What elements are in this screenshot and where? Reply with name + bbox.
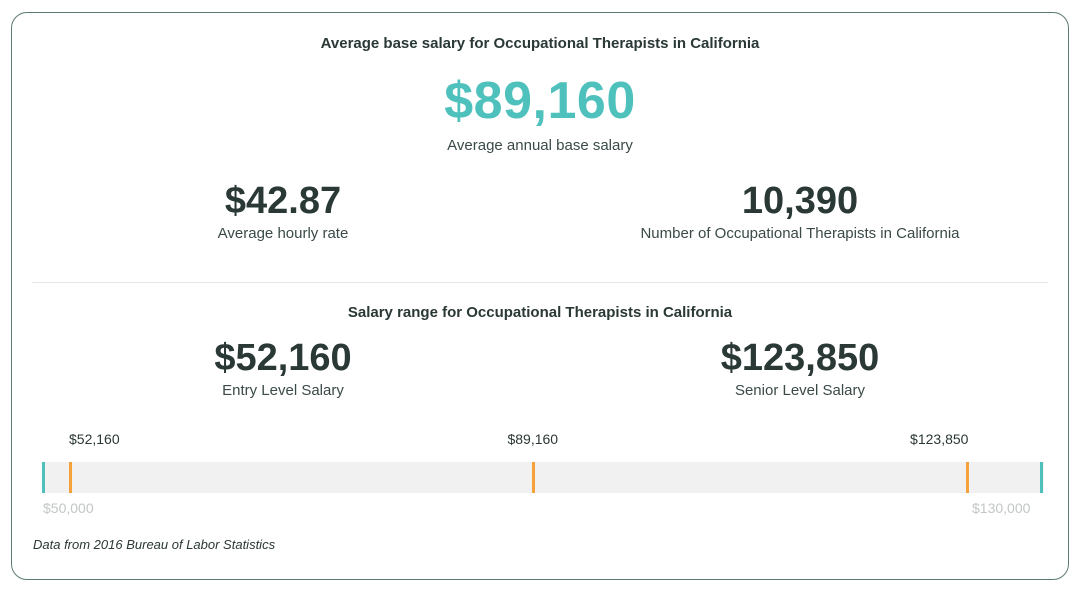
entry-marker — [69, 462, 73, 493]
average-annual-salary: $89,160 — [444, 72, 636, 130]
salary-range-title: Salary range for Occupational Therapists… — [347, 304, 733, 321]
hourly-rate-value: $42.87 — [224, 180, 342, 222]
average-annual-salary-label: Average annual base salary — [447, 137, 633, 154]
senior-level-label: Senior Level Salary — [734, 382, 866, 399]
axis-min-label: $50,000 — [43, 500, 94, 516]
senior-marker-label: $123,850 — [910, 431, 969, 447]
senior-level-stat: $123,850 Senior Level Salary — [650, 336, 950, 399]
salary-range-track — [43, 462, 1044, 493]
entry-level-stat: $52,160 Entry Level Salary — [133, 336, 433, 399]
average-salary-title: Average base salary for Occupational The… — [320, 35, 760, 52]
range-min-edge — [42, 462, 45, 493]
hourly-rate-stat: $42.87 Average hourly rate — [133, 179, 433, 242]
hourly-rate-label: Average hourly rate — [217, 225, 349, 242]
therapist-count-stat: 10,390 Number of Occupational Therapists… — [600, 179, 1000, 242]
average-marker — [531, 462, 535, 493]
range-max-edge — [1040, 462, 1043, 493]
salary-range-bar: $50,000 $130,000 $52,160 $89,160 $123,850 — [12, 13, 1068, 579]
senior-level-value: $123,850 — [720, 337, 880, 379]
average-marker-label: $89,160 — [507, 431, 559, 447]
data-source-note: Data from 2016 Bureau of Labor Statistic… — [33, 537, 276, 552]
axis-max-label: $130,000 — [972, 500, 1031, 516]
therapist-count-label: Number of Occupational Therapists in Cal… — [640, 225, 960, 242]
section-divider — [32, 282, 1048, 283]
entry-level-label: Entry Level Salary — [222, 382, 344, 399]
entry-level-value: $52,160 — [214, 337, 352, 379]
therapist-count-value: 10,390 — [741, 180, 859, 222]
entry-marker-label: $52,160 — [69, 431, 120, 447]
senior-marker — [966, 462, 970, 493]
salary-card: Average base salary for Occupational The… — [11, 12, 1069, 580]
